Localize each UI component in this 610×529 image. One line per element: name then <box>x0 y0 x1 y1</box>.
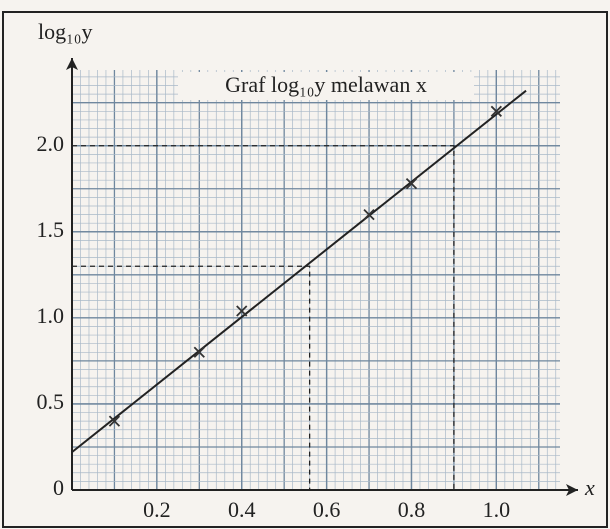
x-tick-label: 1.0 <box>483 497 511 522</box>
x-tick-label: 0.6 <box>313 497 341 522</box>
title-background <box>178 72 474 100</box>
point <box>108 415 121 427</box>
y-tick-label: 1.5 <box>37 217 65 242</box>
x-axis-label: x <box>584 475 595 500</box>
x-axis-arrow <box>566 484 578 496</box>
fit-line <box>71 89 527 453</box>
y-axis-label: log₁₀y <box>38 19 92 44</box>
y-tick-label: 0.5 <box>37 389 65 414</box>
chart-title: Graf log₁₀y melawan x <box>225 72 427 97</box>
frame <box>2 11 608 528</box>
x-tick-label: 0.8 <box>398 497 426 522</box>
y-tick-label: 2.0 <box>37 131 65 156</box>
point <box>490 105 502 117</box>
y-tick-label: 0 <box>53 475 64 500</box>
point <box>405 177 418 190</box>
guide-line <box>72 145 455 490</box>
y-axis-arrow <box>66 58 78 70</box>
guide-line <box>72 265 311 490</box>
x-tick-label: 0.2 <box>143 497 171 522</box>
x-tick-label: 0.4 <box>228 497 256 522</box>
point <box>363 208 375 221</box>
point <box>193 346 205 358</box>
y-tick-label: 1.0 <box>37 303 65 328</box>
point <box>236 305 248 317</box>
